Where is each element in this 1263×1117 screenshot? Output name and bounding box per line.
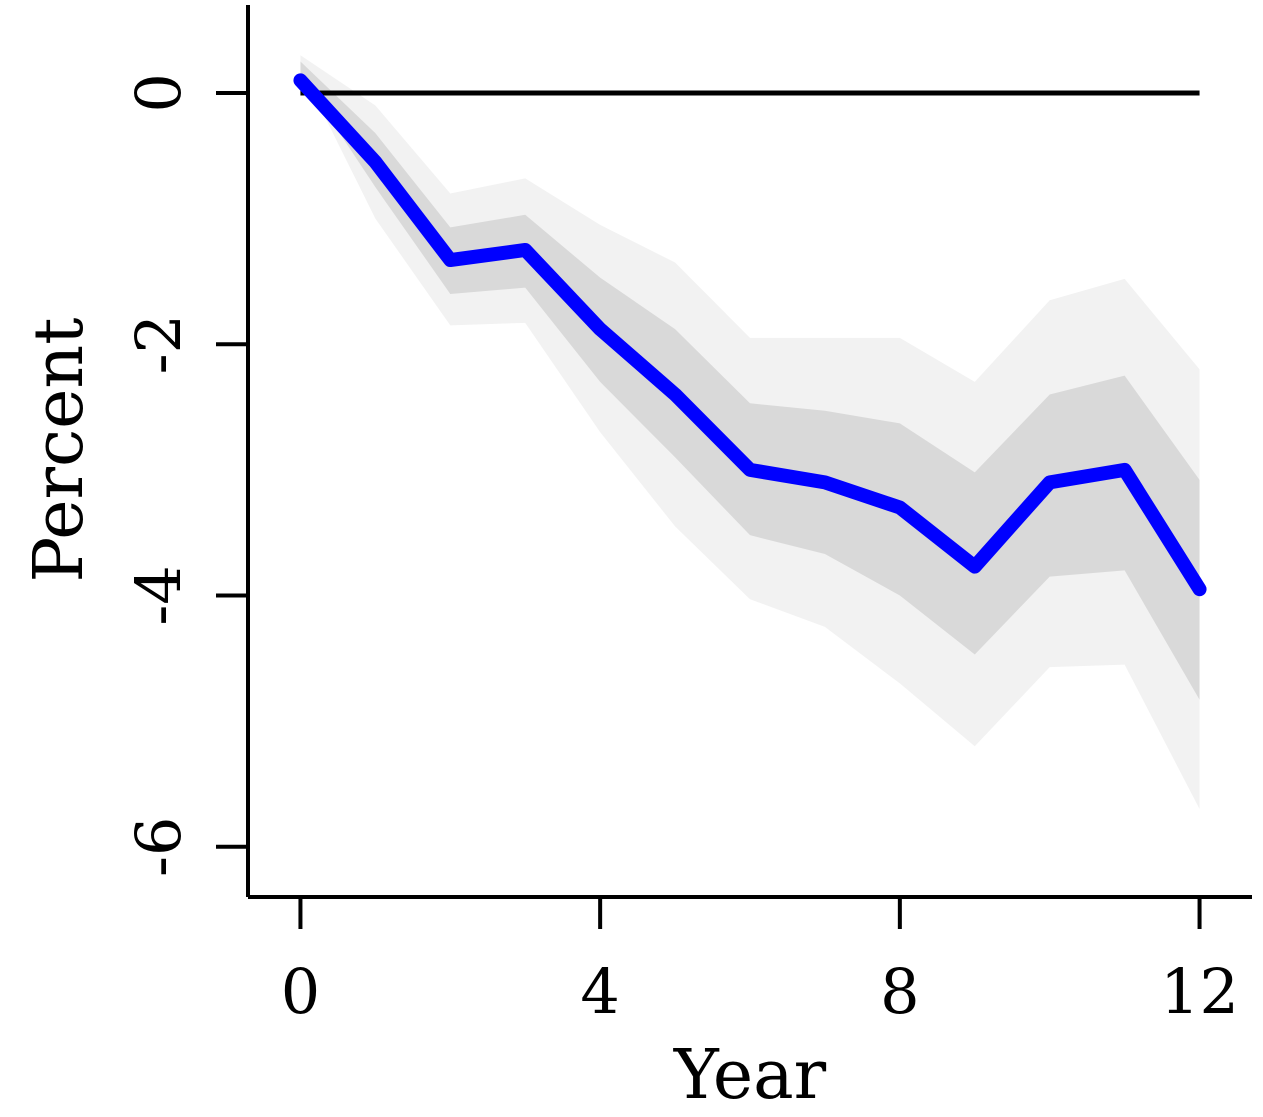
inner-confidence-band xyxy=(300,61,1200,700)
y-tick-label: -6 xyxy=(122,817,195,877)
y-tick-label: -2 xyxy=(122,314,195,374)
series-point xyxy=(899,507,901,509)
x-tick-label: 8 xyxy=(880,955,919,1028)
series-point xyxy=(1049,481,1051,483)
series-point xyxy=(299,79,301,81)
series-point xyxy=(824,481,826,483)
x-tick-label: 12 xyxy=(1160,955,1239,1028)
x-tick-label: 0 xyxy=(281,955,320,1028)
series-group xyxy=(293,73,1207,597)
series-point xyxy=(974,566,976,568)
series-point xyxy=(374,161,376,163)
series-point xyxy=(1124,469,1126,471)
series-point xyxy=(449,259,451,261)
series-point xyxy=(749,469,751,471)
y-tick-label: -4 xyxy=(122,565,195,625)
series-point xyxy=(1199,588,1201,590)
y-tick-label: 0 xyxy=(122,73,195,112)
x-axis-ticks: 0 4 8 12 xyxy=(281,897,1239,1028)
axes: 0 -2 -4 -6 0 4 8 12 xyxy=(122,5,1252,1028)
x-axis-title: Year xyxy=(673,1036,827,1115)
x-tick-label: 4 xyxy=(580,955,619,1028)
series-point xyxy=(599,328,601,330)
y-axis-title: Percent xyxy=(20,318,99,583)
series-point xyxy=(524,249,526,251)
y-axis-ticks: 0 -2 -4 -6 xyxy=(122,73,248,877)
series-point xyxy=(674,393,676,395)
confidence-bands xyxy=(300,55,1200,810)
